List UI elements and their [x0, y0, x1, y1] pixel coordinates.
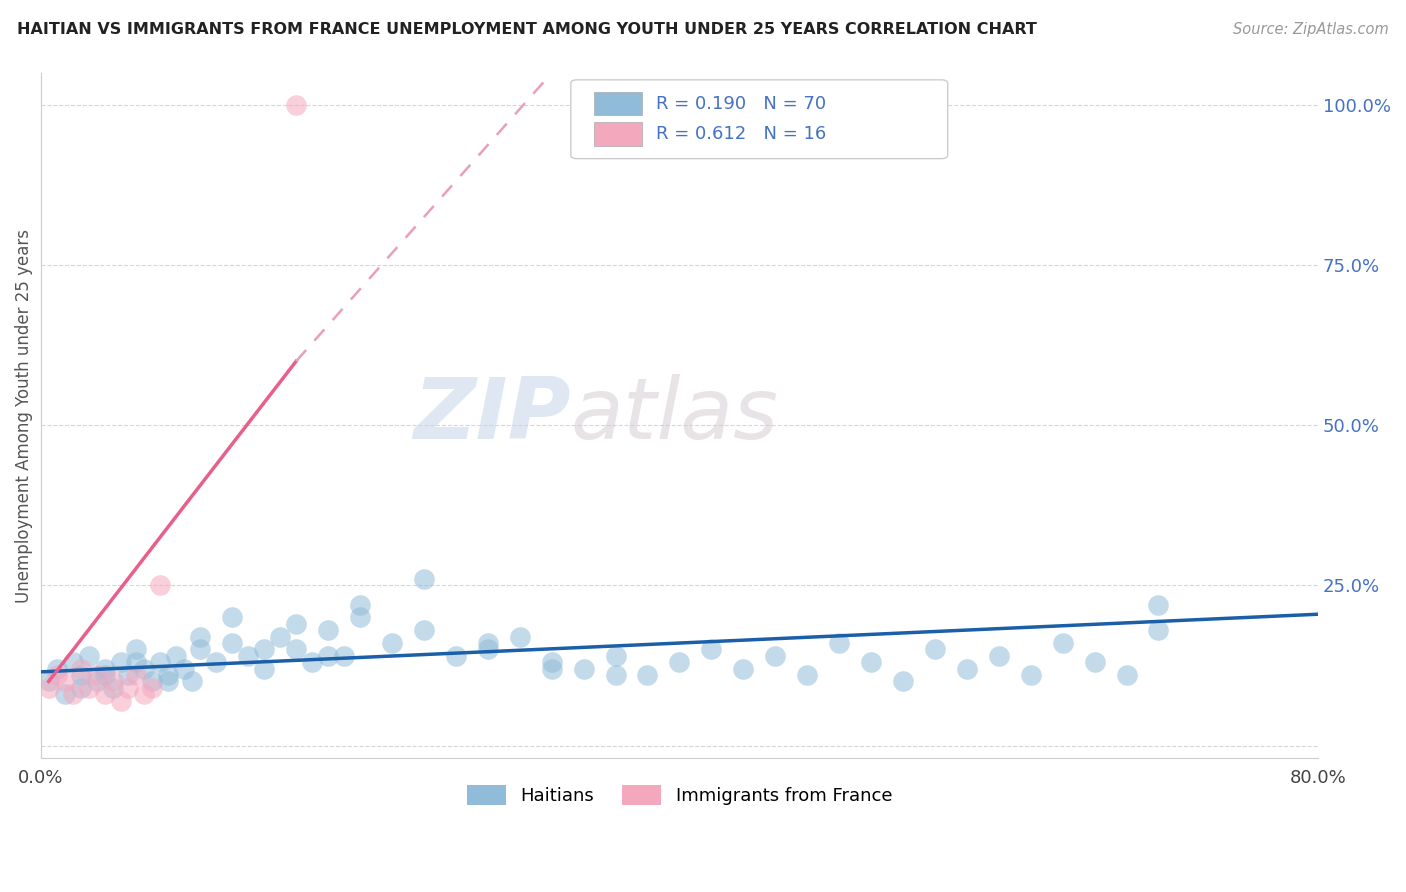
Point — [149, 578, 172, 592]
Y-axis label: Unemployment Among Youth under 25 years: Unemployment Among Youth under 25 years — [15, 228, 32, 603]
Point — [285, 642, 308, 657]
Point — [316, 648, 339, 663]
Point — [93, 687, 115, 701]
Point — [796, 668, 818, 682]
Point — [221, 636, 243, 650]
Point — [956, 662, 979, 676]
Point — [253, 642, 276, 657]
Point — [301, 655, 323, 669]
Point — [1147, 624, 1170, 638]
Point — [412, 572, 434, 586]
Point — [509, 630, 531, 644]
Point — [700, 642, 723, 657]
Point — [77, 648, 100, 663]
Point — [924, 642, 946, 657]
Point — [1147, 598, 1170, 612]
Point — [93, 668, 115, 682]
Point — [141, 681, 163, 695]
Point — [733, 662, 755, 676]
Point — [285, 98, 308, 112]
Point — [763, 648, 786, 663]
Point — [157, 668, 180, 682]
Point — [668, 655, 690, 669]
Point — [1019, 668, 1042, 682]
Point — [412, 624, 434, 638]
Point — [157, 674, 180, 689]
Point — [269, 630, 291, 644]
Point — [149, 655, 172, 669]
Point — [221, 610, 243, 624]
Point — [93, 662, 115, 676]
Text: R = 0.190   N = 70: R = 0.190 N = 70 — [657, 95, 827, 112]
Point — [173, 662, 195, 676]
Text: R = 0.612   N = 16: R = 0.612 N = 16 — [657, 125, 827, 143]
Point — [477, 642, 499, 657]
Point — [125, 668, 148, 682]
Point — [69, 681, 91, 695]
Point — [125, 642, 148, 657]
FancyBboxPatch shape — [593, 122, 643, 145]
Point — [188, 630, 211, 644]
Point — [69, 668, 91, 682]
Text: atlas: atlas — [571, 374, 779, 458]
Point — [637, 668, 659, 682]
Point — [125, 655, 148, 669]
Point — [238, 648, 260, 663]
Point — [38, 681, 60, 695]
Text: HAITIAN VS IMMIGRANTS FROM FRANCE UNEMPLOYMENT AMONG YOUTH UNDER 25 YEARS CORREL: HAITIAN VS IMMIGRANTS FROM FRANCE UNEMPL… — [17, 22, 1036, 37]
Point — [572, 662, 595, 676]
Point — [828, 636, 851, 650]
Point — [141, 674, 163, 689]
Point — [540, 655, 562, 669]
Point — [101, 681, 124, 695]
Point — [444, 648, 467, 663]
Point — [86, 668, 108, 682]
Point — [1115, 668, 1137, 682]
Point — [891, 674, 914, 689]
Point — [285, 616, 308, 631]
Point — [349, 610, 371, 624]
Point — [1084, 655, 1107, 669]
Legend: Haitians, Immigrants from France: Haitians, Immigrants from France — [457, 775, 901, 814]
Point — [62, 655, 84, 669]
Text: Source: ZipAtlas.com: Source: ZipAtlas.com — [1233, 22, 1389, 37]
Point — [117, 681, 139, 695]
Point — [45, 662, 67, 676]
Point — [333, 648, 356, 663]
Point — [1052, 636, 1074, 650]
Point — [181, 674, 204, 689]
Point — [381, 636, 404, 650]
Point — [540, 662, 562, 676]
Point — [38, 674, 60, 689]
Point — [188, 642, 211, 657]
Point — [53, 687, 76, 701]
Point — [316, 624, 339, 638]
Point — [349, 598, 371, 612]
Point — [987, 648, 1010, 663]
Point — [605, 668, 627, 682]
Point — [860, 655, 883, 669]
Point — [77, 681, 100, 695]
Point — [110, 655, 132, 669]
Point — [69, 662, 91, 676]
Point — [477, 636, 499, 650]
Point — [253, 662, 276, 676]
Text: ZIP: ZIP — [413, 374, 571, 458]
Point — [53, 674, 76, 689]
FancyBboxPatch shape — [593, 92, 643, 115]
Point — [165, 648, 187, 663]
Point — [110, 694, 132, 708]
Point — [205, 655, 228, 669]
Point — [134, 687, 156, 701]
Point — [45, 668, 67, 682]
Point — [117, 668, 139, 682]
Point — [62, 687, 84, 701]
Point — [134, 662, 156, 676]
Point — [86, 674, 108, 689]
Point — [605, 648, 627, 663]
FancyBboxPatch shape — [571, 79, 948, 159]
Point — [101, 674, 124, 689]
